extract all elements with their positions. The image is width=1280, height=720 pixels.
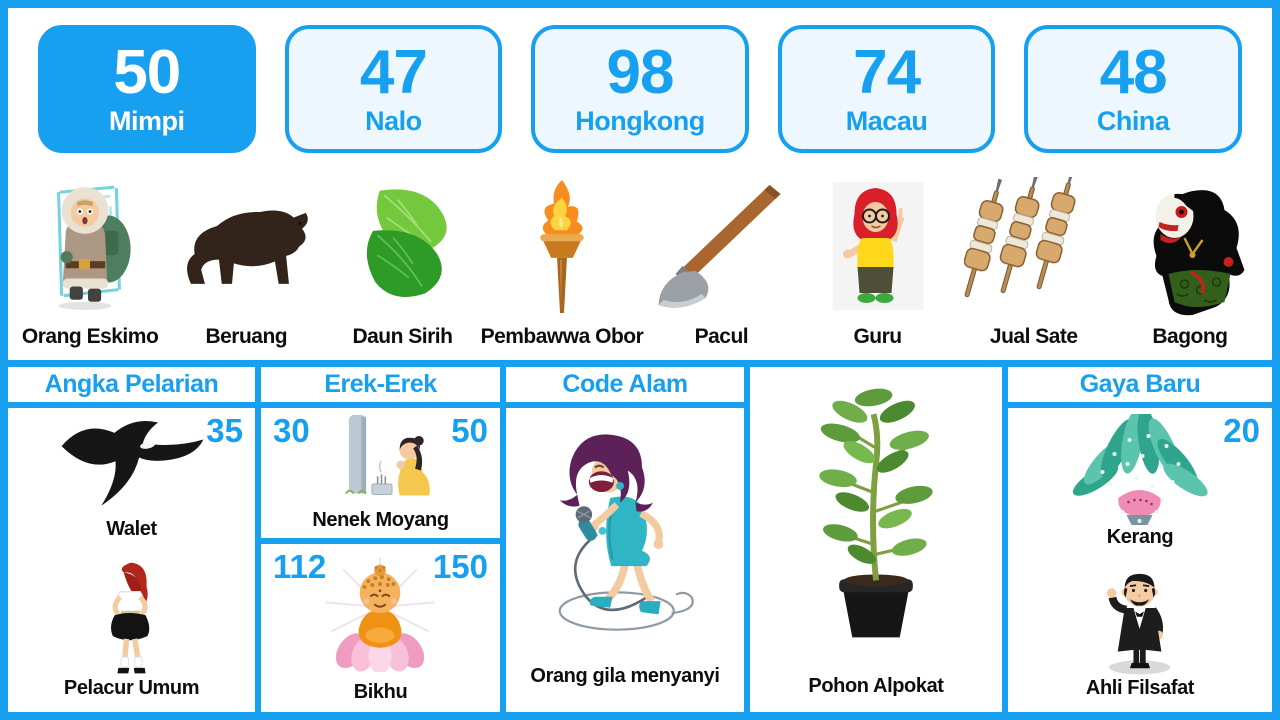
market-label: Mimpi: [109, 105, 185, 136]
market-tab-nalo[interactable]: 47 Nalo: [284, 25, 503, 153]
seashell-illustration: [1071, 414, 1209, 526]
item-label: Orang gila menyanyi: [530, 665, 720, 687]
torch-bearer-illustration: [481, 173, 644, 321]
dream-item-label: Pacul: [694, 325, 749, 348]
dream-item-bagong: Bagong: [1112, 173, 1268, 355]
dream-item-label: Daun Sirih: [352, 325, 453, 348]
dream-item-label: Pembawwa Obor: [480, 325, 644, 348]
section-title: Erek-Erek: [261, 367, 500, 408]
section-erek-erek: Erek-Erek 30 50: [255, 367, 500, 712]
satay-skewers-illustration: [956, 173, 1112, 321]
list-item-kerang: Kerang: [1071, 414, 1209, 549]
item-label: Ahli Filsafat: [1085, 677, 1195, 699]
market-number: 48: [1099, 37, 1168, 107]
betel-leaves-illustration: [324, 173, 480, 321]
dream-item-label: Bagong: [1152, 325, 1228, 348]
item-number: 30: [273, 412, 310, 449]
item-label: Pelacur Umum: [63, 677, 200, 699]
erek-erek-cell-nenek-moyang: 30 50: [261, 408, 500, 544]
item-label: Kerang: [1106, 526, 1174, 548]
market-tabs: 50 Mimpi 47 Nalo 98 Hongkong 74 Macau 48…: [38, 25, 1242, 153]
market-tab-hongkong[interactable]: 98 Hongkong: [531, 25, 749, 153]
pohon-alpokat-cell: Pohon Alpokat: [750, 367, 1002, 712]
dream-item-row: Orang Eskimo Beruang: [12, 173, 1268, 355]
list-item-walet: Walet: [52, 414, 212, 541]
dream-item-daun-sirih: Daun Sirih: [324, 173, 480, 355]
item-label: Bikhu: [353, 681, 408, 703]
woman-figure-illustration: [89, 559, 174, 677]
wayang-bagong-illustration: [1112, 173, 1268, 321]
section-gaya-baru: Gaya Baru 20: [1002, 367, 1272, 712]
section-title: Gaya Baru: [1008, 367, 1272, 408]
list-item-ahli-filsafat: Ahli Filsafat: [1084, 559, 1196, 700]
teacher-illustration: [799, 173, 955, 321]
singing-woman-illustration: [540, 408, 710, 665]
item-number: 20: [1223, 412, 1260, 449]
dream-item-label: Beruang: [205, 325, 288, 348]
item-label: Pohon Alpokat: [808, 675, 944, 697]
market-number: 98: [606, 37, 675, 107]
dream-item-beruang: Beruang: [168, 173, 324, 355]
section-pohon-alpokat: Pohon Alpokat: [744, 367, 1002, 712]
item-number: 112: [273, 548, 327, 585]
dream-item-label: Orang Eskimo: [21, 325, 159, 348]
market-tab-china[interactable]: 48 China: [1024, 25, 1242, 153]
item-label: Walet: [106, 518, 157, 540]
market-number: 50: [113, 37, 181, 107]
market-tab-mimpi[interactable]: 50 Mimpi: [38, 25, 256, 153]
dream-item-label: Jual Sate: [989, 325, 1078, 348]
item-number: 35: [206, 412, 243, 449]
ancestor-grave-illustration: [316, 408, 446, 509]
market-number: 47: [359, 37, 428, 107]
item-number: 50: [451, 412, 488, 449]
angka-pelarian-cell: 35 Walet: [8, 408, 255, 712]
dream-item-guru: Guru: [799, 173, 955, 355]
eskimo-illustration: [12, 173, 168, 321]
market-label: Nalo: [365, 105, 422, 136]
code-alam-cell: Orang gila menyanyi: [506, 408, 744, 712]
item-label: Nenek Moyang: [312, 509, 449, 531]
market-label: China: [1096, 105, 1170, 136]
erek-erek-cell-bikhu: 112 150: [261, 544, 500, 712]
item-number: 150: [432, 548, 488, 585]
market-label: Macau: [845, 105, 928, 136]
dream-item-jual-sate: Jual Sate: [956, 173, 1112, 355]
baby-buddha-illustration: [318, 544, 443, 681]
section-title: Angka Pelarian: [8, 367, 255, 408]
section-angka-pelarian: Angka Pelarian 35 Walet: [8, 367, 255, 712]
market-tab-macau[interactable]: 74 Macau: [777, 25, 996, 153]
market-number: 74: [853, 37, 921, 107]
bear-illustration: [168, 173, 324, 321]
gaya-baru-cell: 20: [1008, 408, 1272, 712]
avocado-tree-illustration: [781, 367, 971, 675]
swallow-bird-illustration: [52, 414, 212, 518]
list-item-pelacur-umum: Pelacur Umum: [63, 559, 200, 700]
hoe-illustration: [643, 173, 799, 321]
philosopher-illustration: [1084, 559, 1196, 677]
dream-item-pacul: Pacul: [643, 173, 799, 355]
market-label: Hongkong: [575, 105, 705, 136]
dream-item-label: Guru: [853, 325, 902, 348]
section-title: Code Alam: [506, 367, 744, 408]
section-code-alam: Code Alam: [500, 367, 744, 712]
dream-item-orang-eskimo: Orang Eskimo: [12, 173, 168, 355]
dream-item-pembawwa-obor: Pembawwa Obor: [481, 173, 644, 355]
category-grid: Angka Pelarian 35 Walet: [8, 360, 1272, 712]
